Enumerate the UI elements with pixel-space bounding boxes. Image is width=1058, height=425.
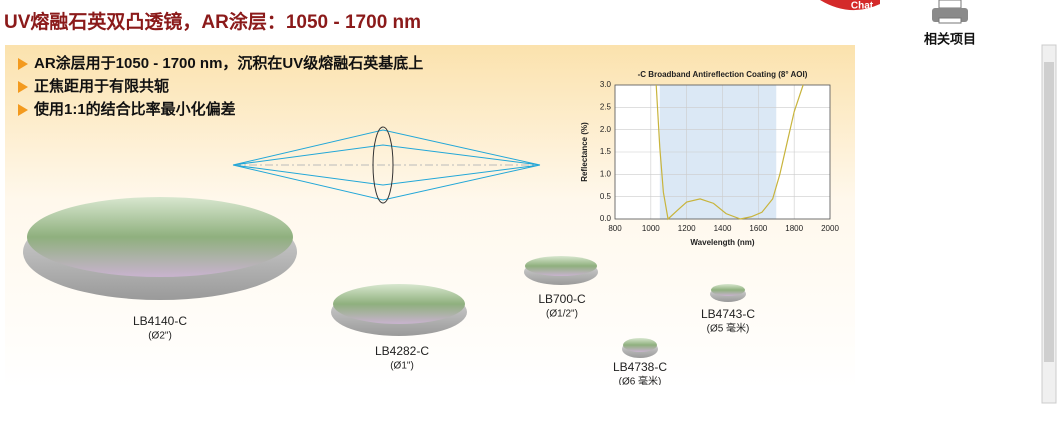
x-tick-label: 2000 <box>821 224 839 233</box>
product-size: (Ø1/2") <box>546 309 578 320</box>
bullet-text: 使用1:1的结合比率最小化偏差 <box>33 100 236 118</box>
bullet-text: 正焦距用于有限共轭 <box>34 77 169 95</box>
y-tick-label: 2.5 <box>600 102 612 111</box>
chat-button[interactable]: Chat <box>820 0 880 12</box>
chart-title: -C Broadband Antireflection Coating (8° … <box>638 70 808 79</box>
x-tick-label: 1600 <box>749 224 767 233</box>
bullet-marker <box>18 81 28 93</box>
product-size: (Ø6 毫米) <box>619 375 662 388</box>
reflectance-line <box>655 84 804 221</box>
product-labels: LB4140-C (Ø2") LB4282-C (Ø1") LB700-C (Ø1/2")… <box>133 292 755 388</box>
product-name[interactable]: LB4140-C <box>133 314 187 328</box>
y-tick-label: 0.5 <box>600 192 612 201</box>
y-tick-label: 0.0 <box>600 214 612 223</box>
product-name[interactable]: LB4282-C <box>375 344 429 358</box>
x-tick-label: 1200 <box>678 224 696 233</box>
product-size: (Ø1") <box>390 361 414 372</box>
y-tick-label: 2.0 <box>600 125 612 134</box>
y-axis-label: Reflectance (%) <box>580 122 589 182</box>
bullet-list: AR涂层用于1050 - 1700 nm，沉积在UV级熔融石英基底上正焦距用于有… <box>18 54 423 118</box>
bullet-marker <box>18 58 28 70</box>
related-heading: 相关项目 <box>924 31 976 46</box>
bullet-text: AR涂层用于1050 - 1700 nm，沉积在UV级熔融石英基底上 <box>34 54 423 72</box>
x-tick-label: 1800 <box>785 224 803 233</box>
reflectance-chart: 800 1000 1200 1400 1600 1800 2000 0.0 0.5 1.0 1.5 2… <box>580 70 839 247</box>
main-panel: AR涂层用于1050 - 1700 nm，沉积在UV级熔融石英基底上正焦距用于有… <box>5 45 855 388</box>
product-size: (Ø5 毫米) <box>707 322 750 335</box>
chat-label[interactable]: Chat <box>851 1 874 12</box>
print-icon[interactable] <box>932 0 968 24</box>
x-tick-label: 1000 <box>642 224 660 233</box>
page-title: UV熔融石英双凸透镜，AR涂层：1050 - 1700 nm <box>4 10 421 33</box>
product-name[interactable]: LB4738-C <box>613 360 667 374</box>
plot-frame <box>614 84 831 220</box>
y-tick-label: 1.5 <box>600 147 612 156</box>
bullet-marker <box>18 104 28 116</box>
product-name[interactable]: LB4743-C <box>701 307 755 321</box>
product-name[interactable]: LB700-C <box>538 292 586 306</box>
lens-diagram <box>232 126 541 204</box>
x-axis-label: Wavelength (nm) <box>690 238 754 247</box>
lens-photos <box>23 197 746 358</box>
y-tick-label: 3.0 <box>600 80 612 89</box>
product-size: (Ø2") <box>148 331 172 342</box>
y-tick-label: 1.0 <box>600 169 612 178</box>
scroll-thumb[interactable] <box>1044 62 1054 362</box>
x-tick-label: 800 <box>608 224 622 233</box>
x-tick-label: 1400 <box>714 224 732 233</box>
